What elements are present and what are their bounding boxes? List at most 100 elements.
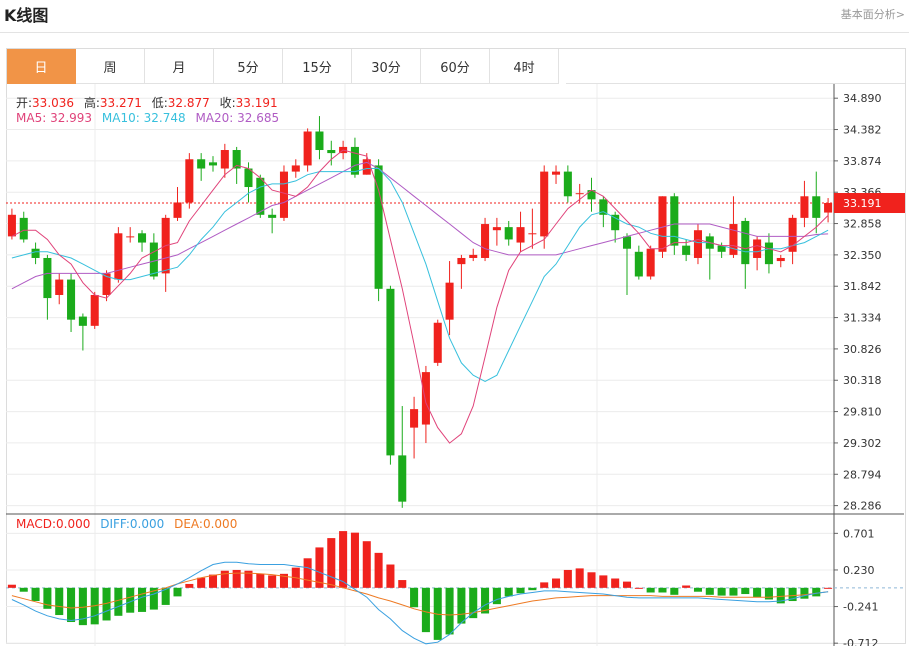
candle-body	[410, 409, 419, 428]
price-tick-label: 32.350	[843, 249, 882, 262]
page-title: K线图	[4, 6, 49, 25]
macd-bar	[812, 587, 821, 597]
macd-bar	[634, 587, 643, 589]
macd-bar	[717, 587, 726, 596]
period-tabs: 日 周 月 5分 15分 30分 60分 4时	[7, 49, 559, 84]
current-price-tag	[834, 193, 905, 214]
tab-month[interactable]: 月	[145, 49, 214, 84]
macd-tick-label: -0.712	[843, 637, 878, 646]
tab-15min[interactable]: 15分	[283, 49, 352, 84]
price-tick-label: 28.286	[843, 500, 882, 513]
price-tick-label: 32.858	[843, 218, 882, 231]
candle-body	[208, 162, 218, 166]
candle-body	[800, 196, 809, 218]
candle-body	[114, 233, 123, 280]
macd-bar	[279, 573, 288, 588]
macd-bar	[421, 587, 430, 633]
candle-body	[658, 196, 667, 252]
candle-body	[303, 131, 312, 166]
ma5-readout: MA5: 32.993	[16, 111, 93, 125]
macd-bar	[646, 587, 655, 593]
candle-body	[670, 196, 679, 246]
tabs-divider	[566, 83, 905, 84]
ma-readout: MA5: 32.993 MA10: 32.748 MA20: 32.685	[16, 111, 285, 125]
macd-bar	[729, 587, 738, 596]
macd-bar	[268, 575, 277, 588]
macd-bar	[197, 577, 206, 588]
tab-60min[interactable]: 60分	[421, 49, 490, 84]
candle-body	[173, 202, 182, 218]
candle-body	[764, 242, 773, 265]
price-tick-label: 31.334	[843, 312, 882, 325]
candle-body	[315, 131, 324, 151]
current-price-label: 33.191	[843, 197, 882, 210]
macd-bar	[102, 587, 111, 621]
candle-body	[350, 146, 359, 175]
candle-body	[492, 227, 501, 231]
macd-bar	[469, 587, 478, 619]
ma20-line	[11, 161, 829, 290]
fundamental-analysis-link[interactable]: 基本面分析>	[840, 8, 905, 21]
candle-body	[149, 242, 158, 277]
candle-body	[504, 227, 513, 240]
ma5-line	[11, 149, 829, 444]
candle-body	[481, 224, 490, 258]
macd-bar	[528, 587, 537, 591]
close-readout: 收:33.191	[219, 96, 278, 110]
candle-body	[634, 251, 643, 277]
tab-day[interactable]: 日	[7, 49, 76, 84]
macd-bar	[339, 531, 348, 588]
price-tick-label: 34.382	[843, 124, 882, 137]
candle-body	[138, 233, 147, 243]
diff-value: DIFF:0.000	[100, 517, 165, 531]
candle-body	[374, 165, 383, 289]
candle-body	[244, 168, 253, 188]
tab-5min[interactable]: 5分	[214, 49, 283, 84]
candle-body	[445, 282, 454, 320]
candle-body	[622, 236, 632, 249]
macd-readout: MACD:0.000 DIFF:0.000 DEA:0.000	[16, 517, 243, 531]
candle-body	[126, 236, 135, 238]
macd-bar	[43, 587, 52, 609]
candle-body	[717, 245, 726, 252]
price-tick-label: 30.826	[843, 343, 882, 356]
candle-body	[516, 227, 525, 243]
tab-4hour[interactable]: 4时	[490, 49, 559, 84]
macd-bar	[386, 564, 395, 588]
macd-bar	[31, 587, 40, 602]
macd-bar	[753, 587, 762, 598]
ma10-readout: MA10: 32.748	[101, 111, 186, 125]
macd-bar	[398, 580, 407, 588]
candle-body	[540, 171, 549, 237]
macd-bar	[705, 587, 714, 595]
macd-bar	[7, 584, 16, 588]
macd-bar	[611, 578, 620, 588]
macd-bar	[173, 587, 182, 597]
macd-bar	[776, 587, 785, 604]
candle-body	[19, 217, 28, 240]
price-tick-label: 28.794	[843, 468, 882, 481]
tab-week[interactable]: 周	[76, 49, 145, 84]
candle-body	[528, 233, 537, 235]
macd-bar	[232, 569, 241, 588]
macd-bar	[552, 578, 561, 588]
macd-bar	[220, 570, 229, 588]
candle-body	[43, 257, 52, 299]
candle-body	[563, 171, 572, 197]
macd-bar	[445, 587, 454, 635]
macd-bar	[693, 587, 702, 592]
candle-body	[552, 171, 561, 175]
macd-bar	[682, 585, 691, 588]
macd-bar	[788, 587, 797, 602]
price-tick-label: 31.842	[843, 280, 882, 293]
macd-bar	[244, 570, 253, 588]
candle-body	[256, 177, 265, 215]
macd-bar	[327, 538, 336, 588]
macd-bar	[149, 587, 158, 610]
tab-30min[interactable]: 30分	[352, 49, 421, 84]
candle-body	[67, 279, 76, 320]
macd-bar	[587, 572, 596, 588]
candle-body	[232, 150, 241, 169]
price-tick-label: 34.890	[843, 92, 882, 105]
